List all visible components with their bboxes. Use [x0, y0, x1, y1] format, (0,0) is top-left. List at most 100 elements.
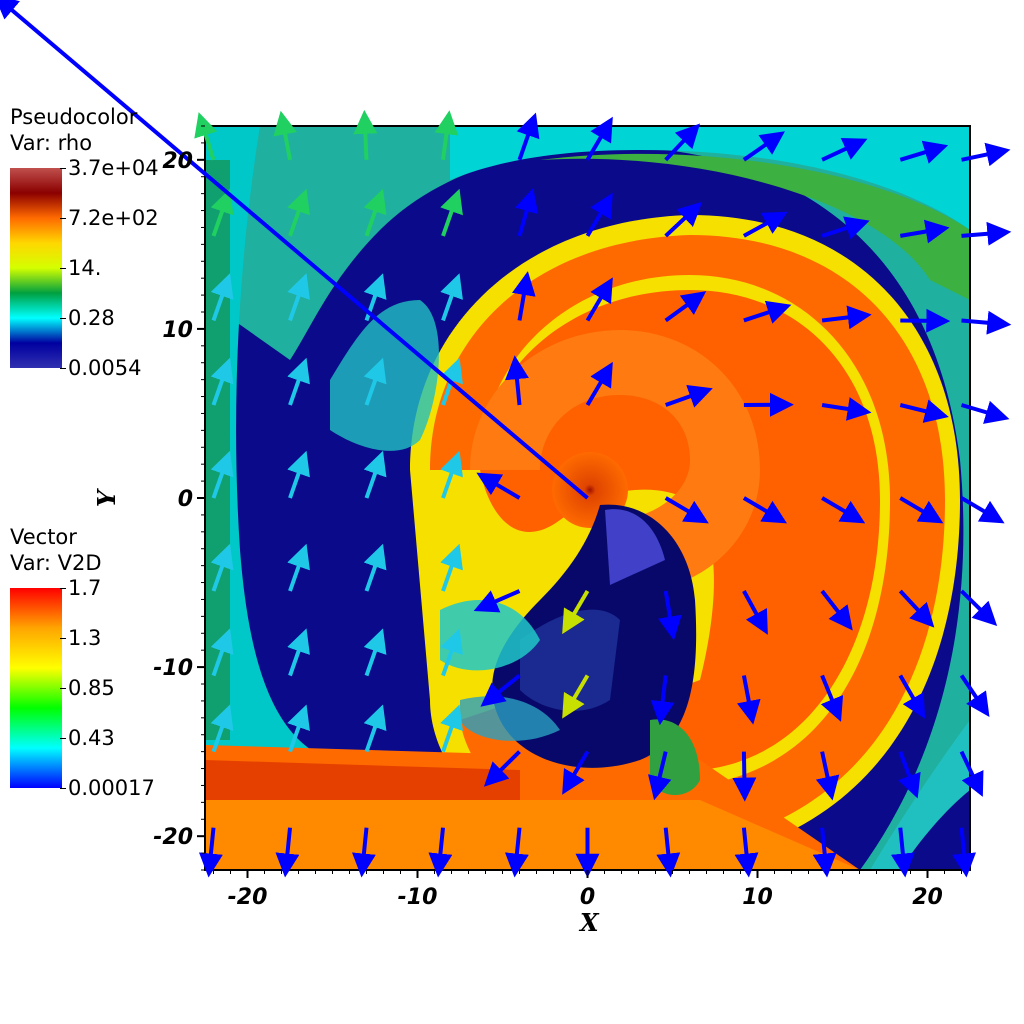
pseudocolor-legend: Pseudocolor Var: rho 3.7e+04 7.2e+02 14. 0.… [10, 104, 159, 380]
velocity-arrow [287, 273, 310, 322]
vector-legend: Vector Var: V2D 1.7 1.3 0.85 0.43 0.00017 [10, 524, 155, 800]
velocity-arrow [440, 357, 463, 406]
vector-tick-label: 1.7 [68, 576, 102, 600]
velocity-arrow [363, 628, 387, 677]
velocity-arrow [440, 543, 463, 592]
velocity-arrow [658, 590, 682, 641]
velocity-arrow [440, 704, 463, 753]
velocity-arrow [585, 361, 613, 407]
velocity-arrow [512, 271, 536, 321]
pseudocolor-tick-label: 0.28 [68, 306, 115, 330]
velocity-arrow [742, 496, 787, 524]
y-tick-label: 20 [162, 149, 193, 174]
velocity-arrow [210, 450, 234, 499]
velocity-arrow [742, 590, 768, 635]
velocity-arrow [959, 674, 990, 717]
velocity-arrow [899, 219, 950, 244]
velocity-arrow [742, 131, 785, 162]
velocity-arrow [820, 589, 853, 631]
x-axis-title: X [580, 908, 599, 937]
velocity-arrow [473, 589, 521, 613]
velocity-arrow [664, 201, 703, 238]
velocity-arrow [656, 827, 681, 878]
velocity-arrow [198, 827, 223, 878]
velocity-arrow [812, 827, 837, 878]
velocity-arrow [899, 496, 944, 524]
velocity-arrow [440, 188, 463, 237]
vector-colorbar [10, 588, 62, 788]
x-tick-label: 0 [580, 885, 595, 910]
y-tick-label: 10 [162, 318, 193, 343]
vector-arrows [0, 0, 1012, 878]
velocity-arrow [821, 137, 868, 162]
velocity-arrow [210, 628, 234, 677]
vector-tick-label: 0.85 [68, 676, 115, 700]
velocity-arrow [210, 188, 234, 237]
velocity-arrow [664, 496, 709, 524]
velocity-arrow [960, 589, 998, 627]
x-tick-label: 20 [912, 885, 943, 910]
velocity-arrow [899, 399, 949, 423]
vector-legend-title: Vector [10, 525, 77, 549]
velocity-arrow [428, 827, 453, 878]
y-tick-label: -20 [153, 825, 193, 850]
pseudocolor-tick-mark [60, 368, 66, 369]
axes: -20 -10 0 10 20 -20 -10 0 10 20 [153, 125, 962, 910]
velocity-arrow [961, 142, 1011, 167]
velocity-arrow [742, 211, 788, 238]
velocity-arrow [961, 221, 1012, 246]
velocity-arrow [647, 751, 672, 801]
velocity-arrow [743, 300, 792, 324]
velocity-arrow [480, 673, 521, 707]
velocity-arrow [900, 308, 951, 333]
velocity-arrow [562, 589, 590, 635]
velocity-arrow [732, 751, 757, 802]
velocity-arrow [287, 628, 310, 677]
pseudocolor-tick-mark [60, 168, 66, 169]
velocity-arrow [821, 216, 870, 240]
velocity-arrow [899, 140, 949, 164]
pseudocolor-tick-mark [60, 268, 66, 269]
velocity-arrow [363, 450, 387, 499]
velocity-arrow [0, 0, 589, 500]
velocity-arrow [363, 357, 387, 406]
pseudocolor-colorbar [10, 168, 62, 368]
velocity-arrow [821, 496, 866, 524]
x-tick-label: 10 [742, 885, 773, 910]
velocity-arrow [275, 827, 300, 878]
pseudocolor-tick-label: 3.7e+04 [68, 156, 159, 180]
pseudocolor-legend-var: Var: rho [10, 131, 93, 155]
pseudocolor-tick-mark [60, 318, 66, 319]
vector-tick-mark [60, 738, 66, 739]
velocity-arrow [353, 109, 378, 160]
velocity-arrow [820, 674, 844, 722]
velocity-arrow [562, 750, 590, 795]
vector-tick-label: 0.00017 [68, 776, 155, 800]
vector-tick-mark [60, 788, 66, 789]
velocity-arrow [898, 589, 935, 628]
velocity-arrow [959, 750, 984, 797]
velocity-arrow [287, 450, 310, 499]
velocity-arrow [961, 310, 1012, 335]
velocity-arrow [585, 116, 613, 161]
velocity-arrow [476, 472, 521, 500]
vector-tick-label: 1.3 [68, 626, 102, 650]
velocity-arrow [898, 750, 921, 799]
velocity-arrow [434, 110, 459, 161]
velocity-arrow [363, 188, 387, 237]
pseudocolor-tick-label: 14. [68, 256, 102, 280]
pseudocolor-tick-label: 7.2e+02 [68, 206, 159, 230]
velocity-arrow [664, 291, 707, 323]
velocity-arrow [440, 628, 463, 677]
velocity-arrow [516, 112, 540, 161]
y-tick-label: -10 [153, 656, 193, 681]
velocity-arrow [440, 273, 463, 322]
velocity-arrow [650, 675, 675, 726]
velocity-arrow [665, 384, 713, 408]
velocity-arrow [821, 305, 872, 330]
vector-legend-var: Var: V2D [10, 551, 102, 575]
velocity-arrow [273, 110, 297, 161]
velocity-arrow [821, 397, 872, 421]
vector-tick-mark [60, 588, 66, 589]
